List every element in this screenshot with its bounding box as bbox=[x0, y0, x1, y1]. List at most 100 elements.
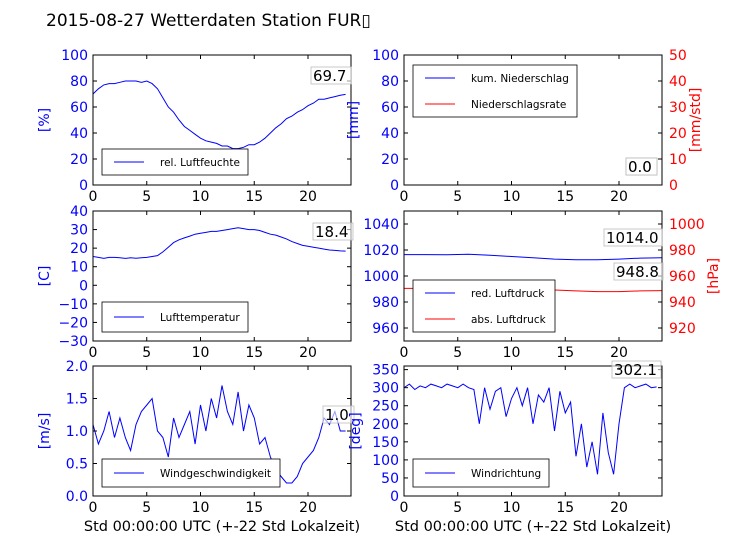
legend-label: Windgeschwindigkeit bbox=[160, 468, 271, 480]
annotation-latest-value: 69.7 bbox=[310, 66, 352, 85]
y-tick-label: 0 bbox=[79, 278, 88, 294]
x-tick-label: 20 bbox=[299, 345, 317, 361]
legend-label: Niederschlagsrate bbox=[471, 99, 566, 111]
annotation-box bbox=[322, 405, 355, 424]
annotation-text: 69.7 bbox=[313, 67, 346, 85]
y-tick-label: 40 bbox=[381, 126, 399, 142]
x-tick-label: 0 bbox=[400, 345, 409, 361]
y-axis-label: [mm] bbox=[346, 101, 362, 139]
x-axis-label: Std 00:00:00 UTC (+-22 Std Lokalzeit) bbox=[84, 519, 360, 535]
annotation-box bbox=[611, 360, 662, 379]
x-tick-label: 10 bbox=[192, 189, 210, 205]
series-line-1 bbox=[404, 383, 657, 475]
x-tick-label: 10 bbox=[192, 500, 210, 516]
x-axis-label: Std 00:00:00 UTC (+-22 Std Lokalzeit) bbox=[395, 519, 671, 535]
y-tick-label: 1020 bbox=[363, 243, 399, 259]
annotation-box bbox=[603, 228, 663, 247]
y-tick-label: 960 bbox=[372, 321, 399, 337]
legend-box bbox=[412, 279, 556, 333]
y-tick-label: 20 bbox=[381, 152, 399, 168]
annotation-latest-value-2: 0.0 bbox=[625, 157, 658, 176]
y-tick-label: 20 bbox=[70, 241, 88, 257]
series-line-1 bbox=[93, 227, 346, 259]
x-tick-label: 5 bbox=[142, 345, 151, 361]
x-tick-label: 0 bbox=[89, 345, 98, 361]
x-tick-label: 0 bbox=[400, 189, 409, 205]
annotation-latest-value-2: 948.8 bbox=[613, 262, 664, 281]
y-tick-label: 0 bbox=[79, 178, 88, 194]
annotation-latest-value: 302.1 bbox=[611, 360, 662, 379]
y-axis-label: [m/s] bbox=[37, 413, 53, 450]
y-axis-label: [deg] bbox=[348, 412, 364, 449]
annotation-text: 0.0 bbox=[628, 158, 652, 176]
x-tick-label: 5 bbox=[142, 500, 151, 516]
annotation-text: 18.4 bbox=[315, 223, 348, 241]
legend: Windrichtung bbox=[412, 458, 550, 488]
series-line-1 bbox=[93, 80, 346, 150]
y-axis-label: [C] bbox=[37, 266, 53, 287]
series-line-1 bbox=[93, 385, 346, 484]
x-tick-label: 0 bbox=[89, 189, 98, 205]
y-tick-label: 0 bbox=[390, 489, 399, 505]
x-tick-label: 20 bbox=[299, 500, 317, 516]
x-tick-label: 5 bbox=[453, 189, 462, 205]
x-tick-label: 10 bbox=[503, 189, 521, 205]
x-tick-label: 0 bbox=[400, 500, 409, 516]
y-tick-label-right: 940 bbox=[669, 295, 696, 311]
y-tick-label: 60 bbox=[70, 100, 88, 116]
x-tick-label: 10 bbox=[192, 345, 210, 361]
x-tick-label: 5 bbox=[453, 345, 462, 361]
y-tick-label: 980 bbox=[372, 295, 399, 311]
x-tick-label: 10 bbox=[503, 345, 521, 361]
legend: kum. Niederschlag Niederschlagsrate bbox=[412, 64, 578, 118]
y-tick-label-right: 10 bbox=[669, 152, 687, 168]
legend: Lufttemperatur bbox=[101, 301, 249, 333]
x-tick-label: 20 bbox=[299, 189, 317, 205]
x-tick-label: 15 bbox=[245, 189, 263, 205]
legend-label: Lufttemperatur bbox=[160, 312, 240, 324]
annotation-latest-value: 1.0 bbox=[322, 405, 355, 424]
y-tick-label: 350 bbox=[372, 363, 399, 379]
legend-label: rel. Luftfeuchte bbox=[160, 157, 240, 169]
y-tick-label: 1000 bbox=[363, 269, 399, 285]
annotation-latest-value: 1014.0 bbox=[603, 228, 663, 247]
chart-panel-4: 0 5 10 15 20 960 980 1000 1020 1040 920 940 960 980 10… bbox=[363, 210, 722, 361]
x-tick-label: 0 bbox=[89, 500, 98, 516]
y-tick-label: 80 bbox=[70, 74, 88, 90]
y-tick-label: 0.5 bbox=[66, 457, 88, 473]
y-tick-label: 0.0 bbox=[66, 489, 88, 505]
annotation-text: 302.1 bbox=[614, 361, 657, 379]
x-tick-label: 5 bbox=[142, 189, 151, 205]
y-tick-label: 40 bbox=[70, 126, 88, 142]
plot-area-frame bbox=[403, 365, 663, 497]
x-tick-label: 15 bbox=[245, 500, 263, 516]
y-tick-label: −10 bbox=[58, 297, 88, 313]
legend: Windgeschwindigkeit bbox=[101, 458, 281, 488]
y-tick-label: 150 bbox=[372, 435, 399, 451]
y-tick-label: 1040 bbox=[363, 217, 399, 233]
annotation-box bbox=[312, 222, 354, 241]
y-tick-label-right: 960 bbox=[669, 269, 696, 285]
y-tick-label: 0 bbox=[390, 178, 399, 194]
chart-panel-1: 0 5 10 15 20 0 20 40 60 80 100 [%] rel. Luftfeuchte 6… bbox=[37, 48, 352, 205]
legend-label: Windrichtung bbox=[471, 468, 541, 480]
plot-area-frame bbox=[92, 210, 352, 342]
plot-area-frame bbox=[92, 54, 352, 186]
legend-box bbox=[412, 64, 578, 118]
x-tick-label: 15 bbox=[556, 500, 574, 516]
x-tick-label: 10 bbox=[503, 500, 521, 516]
annotation-latest-value: 18.4 bbox=[312, 222, 354, 241]
series-line-1 bbox=[404, 253, 662, 261]
y-tick-label: 250 bbox=[372, 399, 399, 415]
y-tick-label: 300 bbox=[372, 381, 399, 397]
annotation-text: 1.0 bbox=[325, 406, 349, 424]
y-tick-label: 20 bbox=[70, 152, 88, 168]
y-tick-label-right: 50 bbox=[669, 48, 687, 64]
y-tick-label: 100 bbox=[61, 48, 88, 64]
annotation-text: 1014.0 bbox=[606, 229, 659, 247]
y-tick-label: 100 bbox=[372, 453, 399, 469]
y-tick-label-right: 30 bbox=[669, 100, 687, 116]
y-tick-label-right: 40 bbox=[669, 74, 687, 90]
